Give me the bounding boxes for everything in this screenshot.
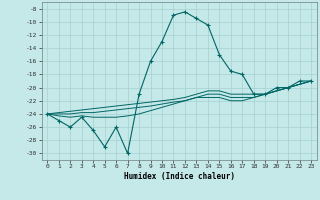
X-axis label: Humidex (Indice chaleur): Humidex (Indice chaleur)	[124, 172, 235, 181]
